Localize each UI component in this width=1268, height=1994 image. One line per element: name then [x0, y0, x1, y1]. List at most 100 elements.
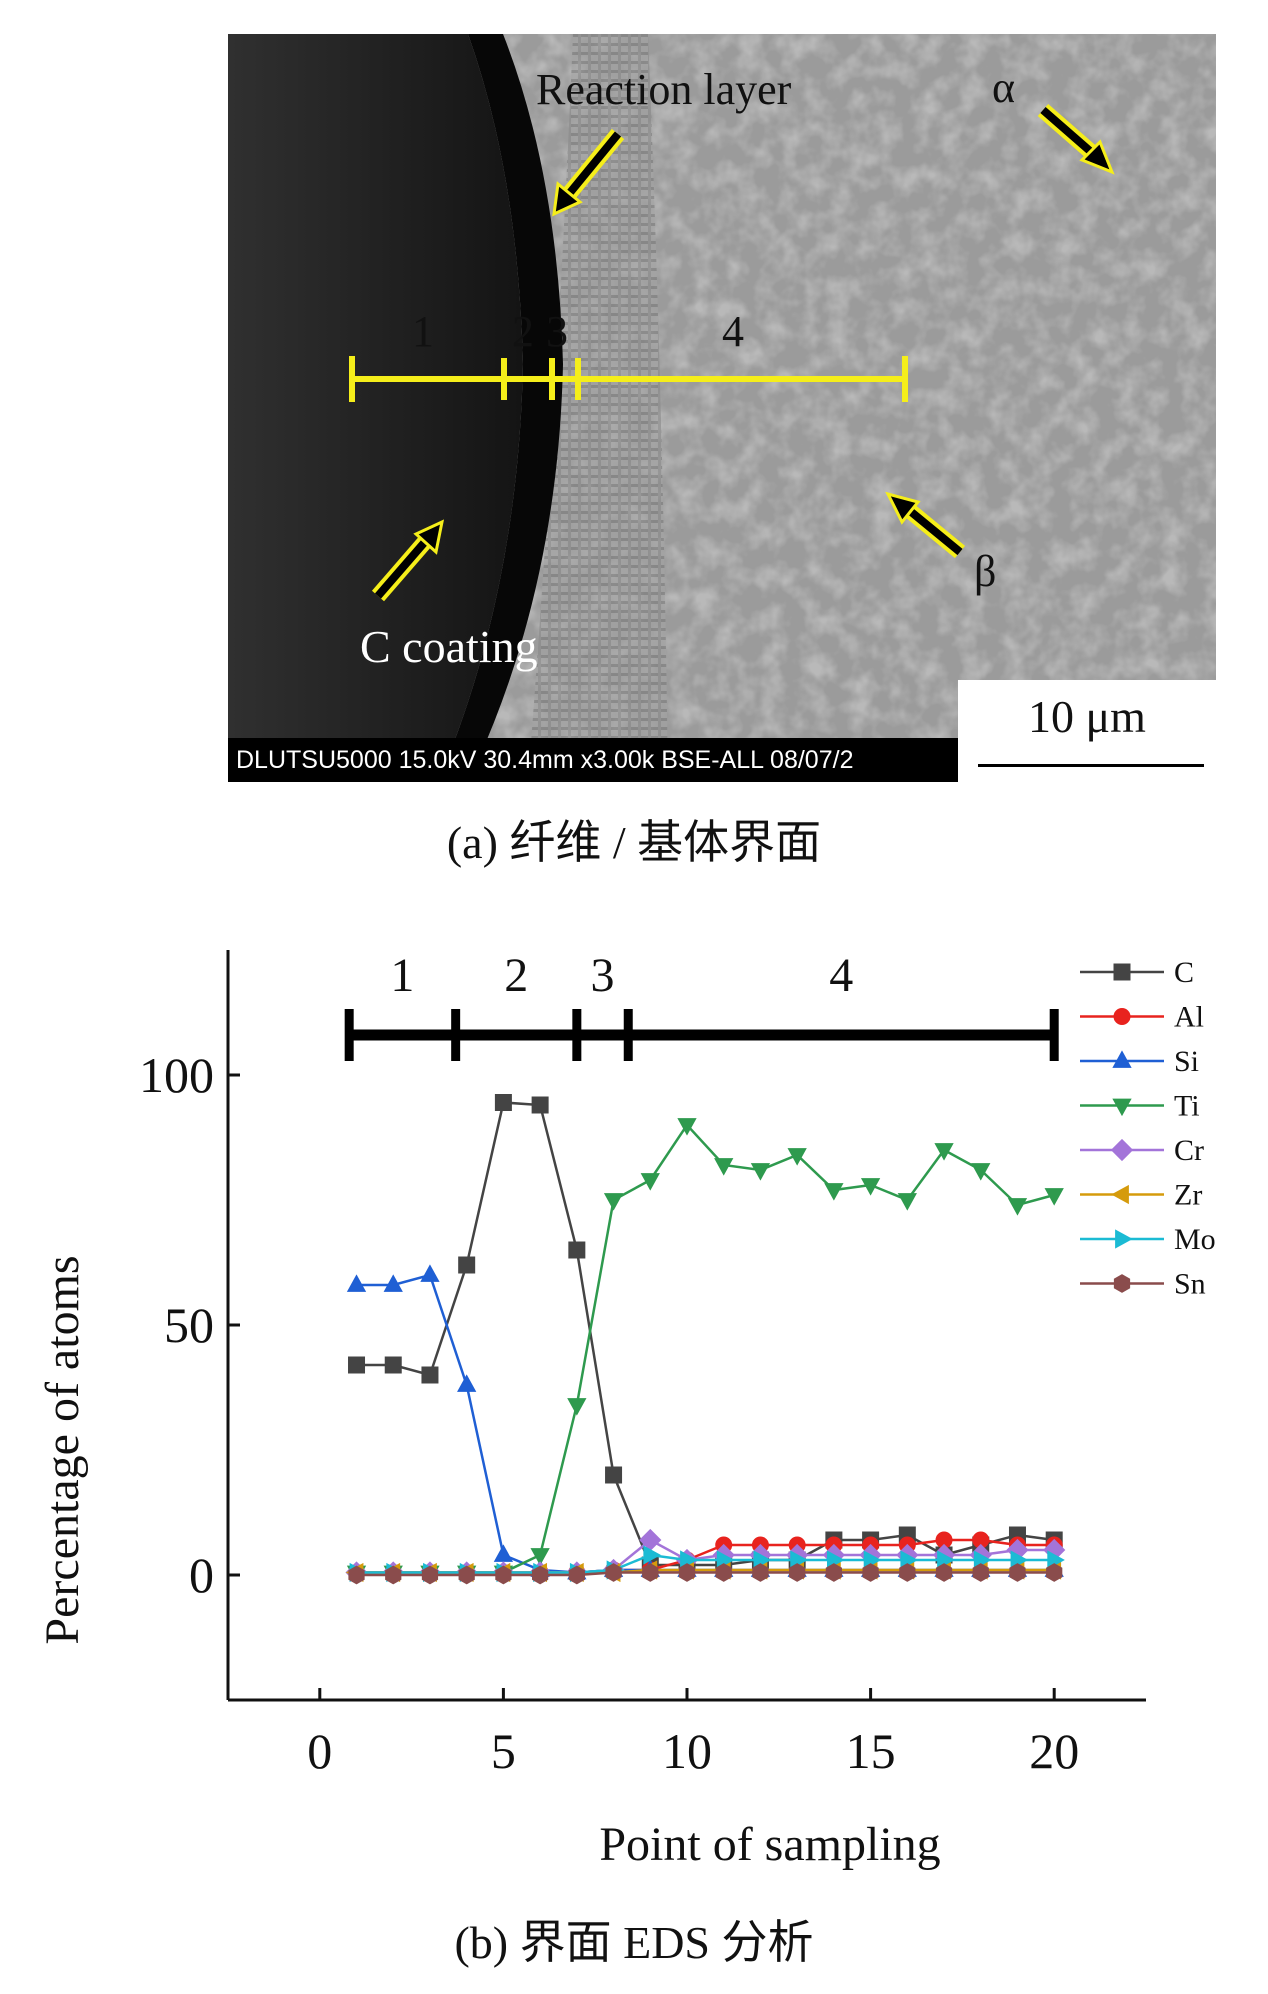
data-point-sn [678, 1563, 696, 1582]
legend-marker [1113, 1274, 1131, 1293]
data-point-ti [971, 1163, 991, 1181]
data-point-c [605, 1466, 623, 1484]
data-point-ti [603, 1193, 624, 1211]
legend-item-c: C [1080, 956, 1194, 989]
legend-item-al: Al [1080, 1001, 1204, 1034]
x-tick-label: 0 [307, 1723, 332, 1779]
legend: C Al Si Ti Cr Zr Mo Sn [1080, 956, 1216, 1301]
data-point-sn [348, 1565, 365, 1585]
legend-marker [1113, 963, 1131, 981]
legend-item-ti: Ti [1080, 1090, 1200, 1123]
data-point-mo [643, 1545, 661, 1565]
c-coating-ring [438, 34, 563, 782]
segment-label: 2 [504, 949, 528, 1002]
y-axis-title: Percentage of atoms [36, 1255, 89, 1644]
scale-bar-box: 10 μm [958, 680, 1216, 782]
x-tick-label: 15 [846, 1723, 896, 1779]
data-point-sn [642, 1563, 659, 1582]
eds-line-chart: 0 5 10 15 20 0 50 100 1 2 3 4 C Al Si Ti Cr Zr Mo Sn Poin… [36, 949, 1216, 1871]
sem-segment-2-label: 2 [512, 307, 534, 356]
sem-texture [228, 34, 1216, 782]
data-point-ti [677, 1118, 697, 1136]
data-point-ti [640, 1173, 660, 1191]
sem-segment-1-label: 1 [412, 307, 434, 356]
beta-arrow [885, 491, 966, 559]
data-point-sn [899, 1563, 916, 1582]
x-tick-label: 20 [1029, 1723, 1079, 1779]
segment-label: 4 [829, 949, 853, 1002]
segment-label: 1 [390, 949, 414, 1002]
legend-marker [1113, 1008, 1131, 1025]
legend-marker [1115, 1229, 1133, 1249]
data-point-ti [750, 1163, 771, 1181]
data-point-si [420, 1264, 440, 1282]
data-point-ti [530, 1548, 550, 1566]
x-tick-label: 10 [662, 1723, 712, 1779]
x-axis-title: Point of sampling [599, 1818, 940, 1871]
legend-label: Sn [1174, 1268, 1206, 1301]
caption-a: (a) 纤维 / 基体界面 [446, 817, 822, 868]
data-point-c [531, 1096, 549, 1114]
series-line-si [356, 1273, 1055, 1574]
data-point-ti [787, 1148, 807, 1166]
data-point-ti [897, 1193, 917, 1211]
scale-bar-label: 10 μm [1028, 691, 1146, 742]
data-point-ti [567, 1398, 587, 1416]
data-point-c [348, 1356, 366, 1374]
alpha-arrow [1037, 103, 1115, 175]
sic-fiber [228, 34, 523, 782]
legend-marker [1110, 1138, 1134, 1162]
data-point-c [568, 1241, 586, 1259]
segment-ruler [349, 356, 908, 402]
data-point-sn [862, 1563, 879, 1582]
plot-area [345, 1094, 1066, 1585]
data-point-sn [531, 1565, 549, 1585]
y-tick-label: 0 [189, 1547, 214, 1603]
series-line-c [356, 1101, 1055, 1567]
segment-label: 3 [591, 949, 615, 1002]
data-point-sn [1009, 1563, 1026, 1582]
reaction-layer-label: Reaction layer [536, 65, 792, 114]
legend-label: C [1174, 956, 1194, 989]
legend-label: Cr [1174, 1134, 1204, 1167]
reaction-layer-band [528, 34, 668, 782]
data-point-sn [421, 1565, 439, 1585]
series-line-ti [356, 1122, 1055, 1574]
legend-item-mo: Mo [1080, 1223, 1216, 1256]
x-tick-label: 5 [491, 1723, 516, 1779]
data-point-sn [789, 1563, 806, 1582]
legend-marker [1112, 1050, 1132, 1068]
beta-phase-label: β [974, 547, 997, 596]
y-tick-label: 100 [139, 1047, 214, 1103]
segment-bar: 1 2 3 4 [344, 949, 1059, 1061]
c-coating-arrow [371, 519, 445, 602]
data-point-c [384, 1356, 402, 1374]
data-point-c [494, 1094, 512, 1111]
alpha-phase-label: α [992, 63, 1016, 112]
legend-item-zr: Zr [1080, 1179, 1202, 1212]
data-point-c [421, 1366, 439, 1384]
legend-item-sn: Sn [1080, 1268, 1206, 1301]
legend-marker [1112, 1098, 1132, 1117]
series-si [346, 1264, 1064, 1580]
data-point-sn [458, 1565, 475, 1585]
data-point-ti [1007, 1198, 1028, 1216]
reaction-layer-arrow [552, 128, 625, 217]
data-point-sn [568, 1565, 585, 1585]
legend-item-cr: Cr [1080, 1134, 1204, 1167]
data-point-sn [715, 1563, 732, 1582]
data-point-sn [385, 1565, 402, 1585]
data-point-sn [1046, 1563, 1063, 1582]
sem-micrograph: Reaction layer α β C coating 1 2 3 4 DLU… [228, 34, 1216, 782]
series-c [348, 1094, 1063, 1574]
legend-label: Al [1174, 1001, 1204, 1034]
data-point-c [458, 1256, 476, 1274]
data-point-ti [1044, 1188, 1064, 1206]
legend-label: Zr [1174, 1179, 1202, 1212]
scale-bar-line [978, 764, 1204, 767]
sem-segment-3-label: 3 [546, 307, 568, 356]
data-point-sn [495, 1565, 512, 1585]
data-point-si [493, 1544, 514, 1562]
legend-label: Ti [1174, 1090, 1200, 1123]
legend-label: Mo [1174, 1223, 1216, 1256]
